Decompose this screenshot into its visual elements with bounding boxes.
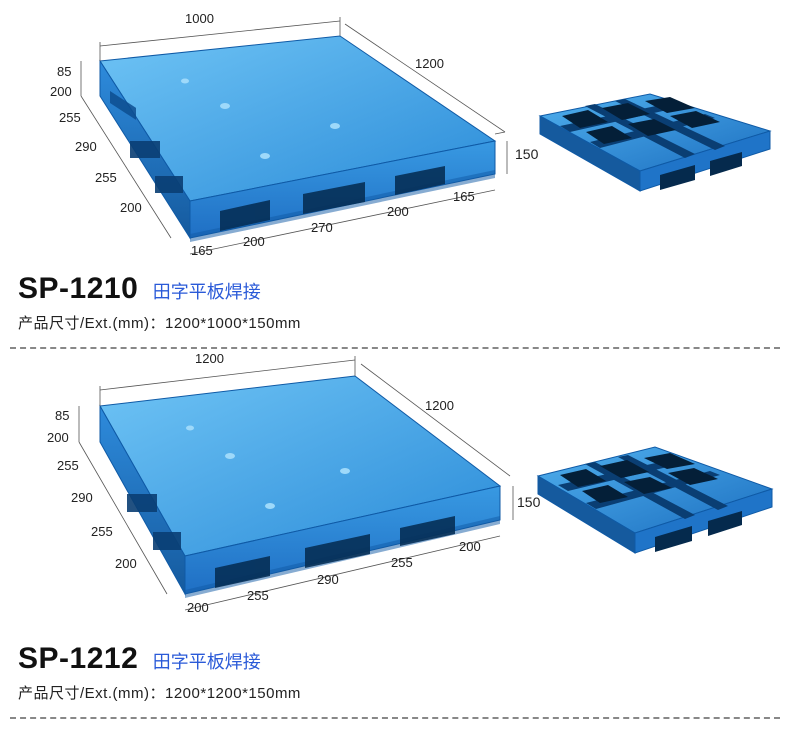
dim-left-s1-1: 200 [50,84,72,99]
caption-2: SP-1212 田字平板焊接 [10,642,780,676]
spec-line-2: 产品尺寸/Ext.(mm)：1200*1200*150mm [10,682,780,703]
spec-label-2: 产品尺寸/Ext.(mm)： [18,685,165,702]
dim-left-85-1: 85 [57,64,71,79]
dim-front-a-2: 200 [187,600,209,615]
dim-front-a-1: 165 [191,243,213,258]
pallet-bottom-1 [520,76,780,206]
dim-top-back-1: 1000 [185,11,214,26]
dim-left-85-2: 85 [55,408,69,423]
pallet-isometric-2: 1200 1200 85 200 255 290 255 200 200 255… [15,346,515,636]
dim-left-s2-1: 255 [59,110,81,125]
spec-value-1: 1200*1000*150mm [165,315,301,332]
dim-left-s5-2: 200 [115,556,137,571]
dim-top-back-2: 1200 [195,351,224,366]
spec-line-1: 产品尺寸/Ext.(mm)：1200*1000*150mm [10,312,780,333]
figure-area-1: 1000 1200 85 200 255 290 255 200 165 200… [10,6,780,266]
caption-1: SP-1210 田字平板焊接 [10,272,780,306]
pallet-bottom-svg-1 [520,76,780,206]
figure-area-2: 1200 1200 85 200 255 290 255 200 200 255… [10,346,780,636]
product-block-1: 1000 1200 85 200 255 290 255 200 165 200… [0,0,790,340]
dim-front-b-1: 200 [243,234,265,249]
dim-left-s3-2: 290 [71,490,93,505]
dim-top-right-2: 1200 [425,398,454,413]
dim-front-d-1: 200 [387,204,409,219]
dim-front-b-2: 255 [247,588,269,603]
dim-front-d-2: 255 [391,555,413,570]
dim-left-s4-2: 255 [91,524,113,539]
pallet-isometric-1: 1000 1200 85 200 255 290 255 200 165 200… [15,6,515,266]
spec-value-2: 1200*1200*150mm [165,685,301,702]
product-block-2: 1200 1200 85 200 255 290 255 200 200 255… [0,340,790,720]
dim-left-s1-2: 200 [47,430,69,445]
dim-left-s2-2: 255 [57,458,79,473]
pallet-bottom-2 [520,431,780,561]
pallet-iso-svg-1 [15,6,515,266]
pallet-bottom-svg-2 [520,431,780,571]
subtitle-1: 田字平板焊接 [153,278,261,304]
dim-left-s5-1: 200 [120,200,142,215]
dim-left-s4-1: 255 [95,170,117,185]
dim-top-right-1: 1200 [415,56,444,71]
dim-front-c-1: 270 [311,220,333,235]
spec-label-1: 产品尺寸/Ext.(mm)： [18,315,165,332]
dim-left-s3-1: 290 [75,139,97,154]
dim-front-c-2: 290 [317,572,339,587]
model-code-2: SP-1212 [18,642,138,676]
dim-front-e-1: 165 [453,189,475,204]
divider-2 [10,717,780,719]
dim-front-e-2: 200 [459,539,481,554]
subtitle-2: 田字平板焊接 [153,648,261,674]
model-code-1: SP-1210 [18,272,138,306]
